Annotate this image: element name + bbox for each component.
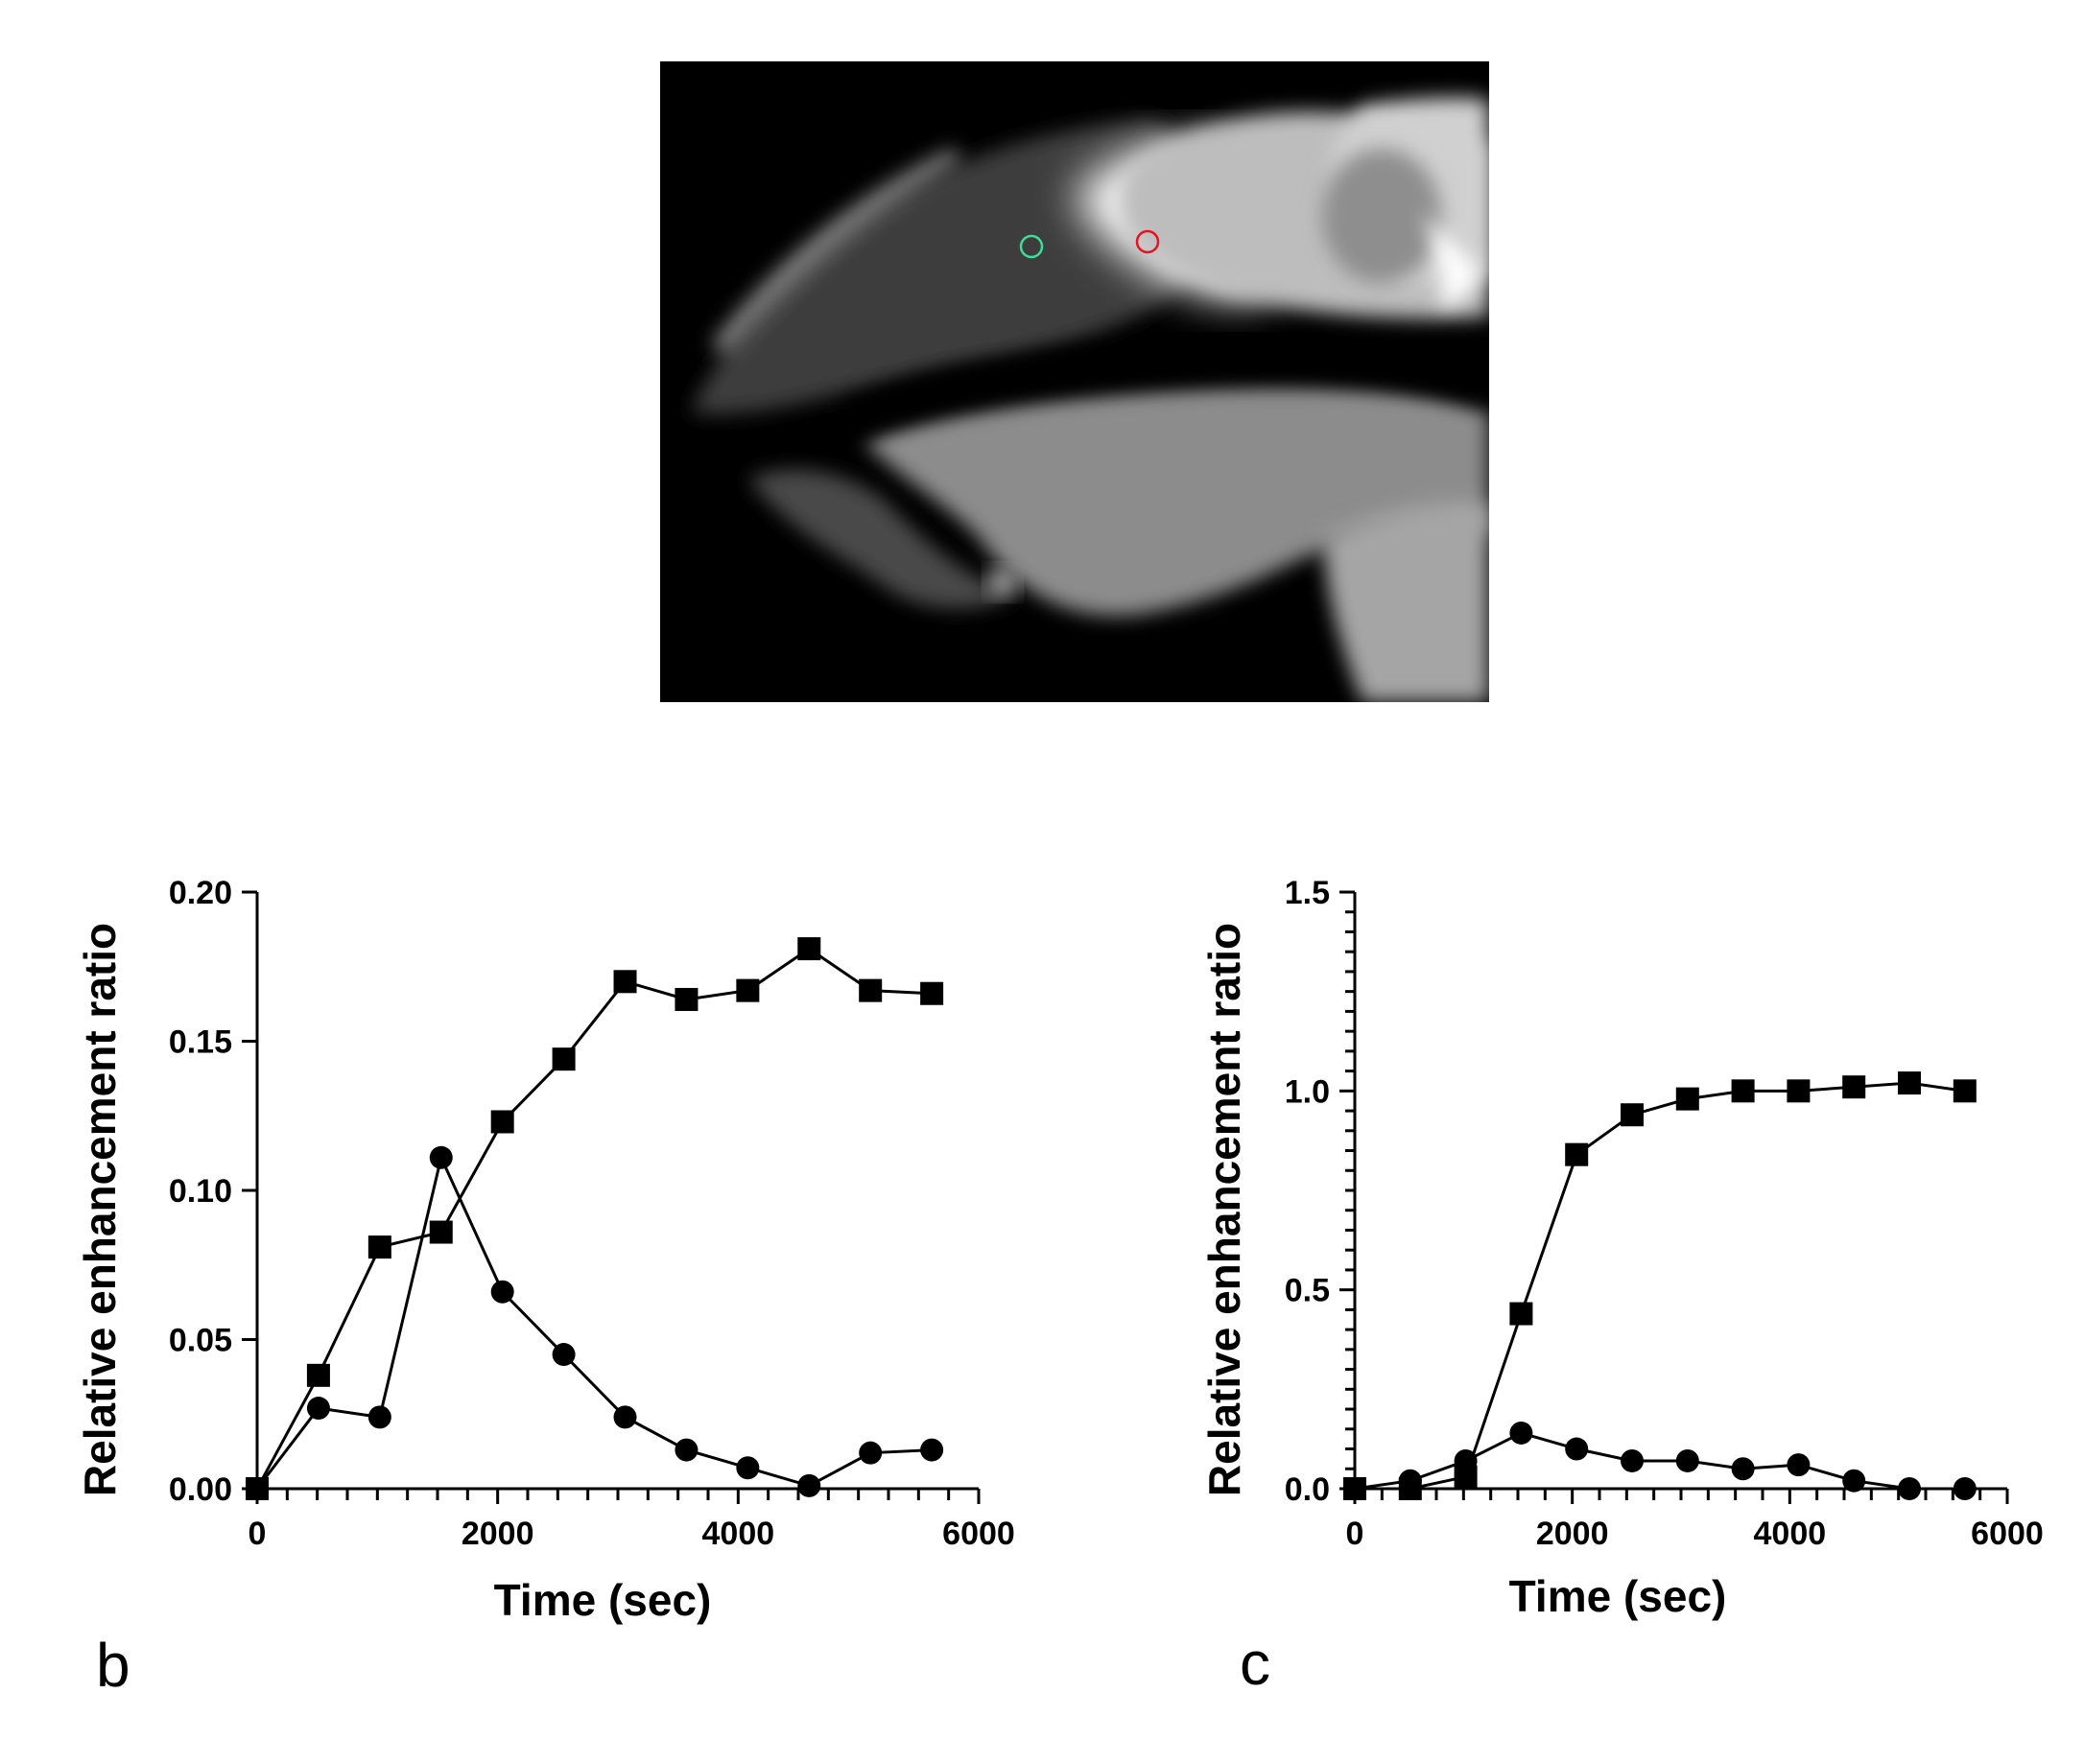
x-tick-label: 4000 — [1754, 1516, 1827, 1552]
y-tick-label: 0.15 — [169, 1024, 232, 1061]
square-marker — [429, 1220, 453, 1244]
square-marker — [1731, 1079, 1755, 1103]
circle-marker — [1621, 1448, 1644, 1472]
panel-letter-b: b — [96, 1631, 130, 1700]
square-marker — [736, 978, 760, 1002]
circle-marker — [490, 1280, 514, 1304]
x-axis-title: Time (sec) — [1509, 1571, 1727, 1621]
circle-marker — [675, 1438, 699, 1462]
y-tick-label: 0.20 — [169, 875, 232, 911]
series-square — [1343, 1071, 1977, 1500]
square-marker — [1621, 1103, 1644, 1127]
circle-marker — [1565, 1437, 1589, 1461]
circle-marker — [1509, 1421, 1533, 1445]
x-tick-label: 6000 — [1971, 1516, 2044, 1552]
x-tick-label: 0 — [1346, 1516, 1364, 1552]
circle-marker — [1953, 1477, 1977, 1500]
circle-marker — [613, 1405, 637, 1429]
series-square — [246, 937, 944, 1500]
square-marker — [490, 1110, 514, 1134]
panel-letter-c: c — [1240, 1629, 1270, 1698]
square-marker — [552, 1047, 576, 1071]
series-line-square — [255, 947, 933, 1490]
x-axis-title: Time (sec) — [494, 1575, 712, 1625]
square-marker — [306, 1363, 330, 1387]
y-tick-label: 1.0 — [1285, 1073, 1330, 1110]
circle-marker — [552, 1343, 576, 1367]
circle-marker — [1675, 1448, 1699, 1472]
square-marker — [367, 1235, 391, 1259]
y-tick-label: 0.10 — [169, 1173, 232, 1210]
x-tick-label: 0 — [249, 1516, 267, 1552]
circle-marker — [1787, 1453, 1811, 1477]
circle-marker — [1731, 1457, 1755, 1481]
circle-marker — [920, 1438, 944, 1462]
square-marker — [1509, 1302, 1533, 1326]
y-tick-label: 0.00 — [169, 1471, 232, 1508]
square-marker — [675, 987, 699, 1011]
circle-marker — [1454, 1448, 1478, 1472]
series-circle — [1343, 1421, 1977, 1500]
y-axis-title: Relative enhancement ratio — [1199, 923, 1249, 1496]
y-tick-label: 1.5 — [1285, 875, 1330, 911]
square-marker — [797, 937, 821, 961]
circle-marker — [1898, 1477, 1921, 1500]
circle-marker — [306, 1397, 330, 1421]
circle-marker — [1343, 1477, 1366, 1500]
circle-marker — [797, 1473, 821, 1497]
circle-marker — [1842, 1469, 1866, 1493]
green-roi-circle — [1019, 234, 1044, 259]
series-circle — [246, 1145, 944, 1500]
x-tick-label: 4000 — [702, 1516, 775, 1552]
square-marker — [920, 981, 944, 1005]
square-marker — [613, 970, 637, 994]
y-axis-title: Relative enhancement ratio — [75, 923, 125, 1496]
square-marker — [859, 978, 883, 1002]
circle-marker — [736, 1456, 760, 1480]
square-marker — [1953, 1079, 1977, 1103]
circle-marker — [1398, 1469, 1422, 1493]
chart-c: 0 2000 4000 6000 0.0 0.5 1.0 1.5 Time (sec) Relat… — [1199, 875, 2044, 1621]
mri-sagittal-slice-image — [660, 61, 1489, 702]
circle-marker — [429, 1145, 453, 1169]
chart-b: 0 2000 4000 6000 0.00 0.05 0.10 0.15 0.20 Time (s… — [75, 875, 1015, 1625]
circle-marker — [246, 1477, 269, 1500]
x-tick-label: 2000 — [462, 1516, 534, 1552]
square-marker — [1842, 1075, 1866, 1099]
series-line-circle — [255, 1153, 933, 1490]
red-roi-circle — [1135, 229, 1160, 254]
square-marker — [1675, 1087, 1699, 1111]
square-marker — [1898, 1071, 1921, 1095]
circle-marker — [367, 1405, 391, 1429]
y-tick-label: 0.5 — [1285, 1273, 1330, 1309]
square-marker — [1787, 1079, 1811, 1103]
circle-marker — [859, 1441, 883, 1465]
y-tick-label: 0.05 — [169, 1323, 232, 1359]
square-marker — [1565, 1142, 1589, 1166]
x-tick-label: 6000 — [942, 1516, 1015, 1552]
y-tick-label: 0.0 — [1285, 1471, 1330, 1508]
x-tick-label: 2000 — [1536, 1516, 1609, 1552]
series-line-square — [1355, 1081, 1966, 1491]
